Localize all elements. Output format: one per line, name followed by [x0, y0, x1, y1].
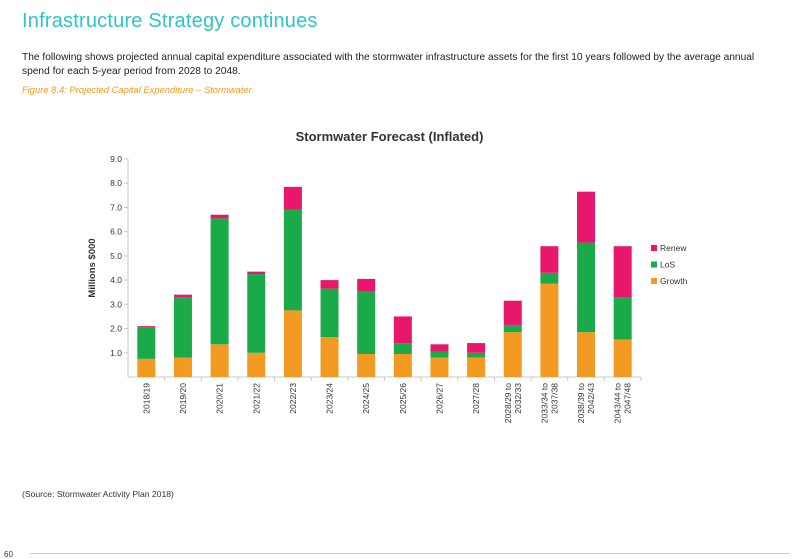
intro-paragraph: The following shows projected annual cap… [22, 52, 755, 77]
stormwater-chart: Stormwater Forecast (Inflated) 1.0 2.0 3.0 4… [87, 129, 688, 423]
bar-growth-4 [283, 310, 302, 377]
bar-renew-1 [173, 294, 192, 298]
legend-label-los: LoS [660, 260, 675, 270]
bar-los-8 [430, 351, 449, 358]
bar-renew-6 [357, 278, 376, 292]
legend-swatch-growth [651, 278, 657, 284]
x-tick-label: 2043/44 to [613, 383, 623, 423]
figure-caption: Figure 8.4: Projected Capital Expenditur… [22, 84, 252, 95]
legend-label-growth: Growth [660, 276, 688, 286]
x-tick-label: 2037/38 [549, 383, 559, 414]
bar-renew-10 [503, 300, 522, 325]
bar-los-11 [540, 272, 559, 284]
page-title: Infrastructure Strategy continues [22, 10, 318, 32]
bar-renew-12 [577, 191, 596, 243]
y-tick-label: 5.0 [110, 251, 122, 261]
bar-growth-8 [430, 357, 449, 377]
bar-los-4 [283, 209, 302, 311]
y-tick-label: 6.0 [110, 227, 122, 237]
bar-renew-4 [283, 186, 302, 210]
y-tick-label: 7.0 [110, 202, 122, 212]
bar-los-5 [320, 288, 339, 338]
bar-renew-13 [613, 246, 632, 298]
y-tick-label: 9.0 [110, 154, 122, 164]
bar-growth-6 [357, 353, 376, 377]
x-tick-label: 2028/29 to [503, 383, 513, 423]
x-tick-label: 2032/33 [513, 383, 523, 414]
bar-renew-7 [393, 316, 412, 344]
bar-los-12 [577, 242, 596, 333]
x-tick-label: 2019/20 [178, 383, 188, 414]
bar-growth-3 [247, 352, 266, 377]
source-note: (Source: Stormwater Activity Plan 2018) [22, 489, 174, 499]
page-number: 60 [4, 550, 13, 559]
x-tick-label: 2022/23 [288, 383, 298, 414]
y-tick-label: 4.0 [110, 275, 122, 285]
bar-growth-0 [137, 358, 156, 377]
y-tick-label: 8.0 [110, 178, 122, 188]
x-tick-label: 2047/48 [623, 383, 633, 414]
bar-renew-11 [540, 246, 559, 273]
footer-rule [30, 553, 790, 554]
y-tick-label: 3.0 [110, 299, 122, 309]
bar-growth-10 [503, 332, 522, 377]
x-tick-label: 2023/24 [325, 383, 335, 414]
x-tick-label: 2025/26 [398, 383, 408, 414]
bar-renew-2 [210, 214, 229, 219]
x-tick-label: 2033/34 to [539, 383, 549, 423]
bar-renew-8 [430, 344, 449, 352]
legend-swatch-renew [651, 245, 657, 251]
bar-los-6 [357, 291, 376, 354]
x-tick-label: 2027/28 [471, 383, 481, 414]
bar-renew-3 [247, 271, 266, 275]
y-axis-label: Millions $000 [87, 238, 98, 297]
bar-los-13 [613, 297, 632, 340]
x-tick-label: 2038/39 to [576, 383, 586, 423]
bar-growth-1 [173, 357, 192, 377]
legend-swatch-los [651, 261, 657, 268]
bar-growth-7 [393, 353, 412, 377]
bar-renew-0 [137, 326, 156, 328]
bar-los-9 [467, 352, 486, 358]
bar-renew-5 [320, 280, 339, 289]
bar-growth-5 [320, 337, 339, 377]
x-tick-label: 2024/25 [361, 383, 371, 414]
y-tick-label: 2.0 [110, 324, 122, 334]
legend-label-renew: Renew [660, 243, 687, 253]
bar-los-1 [173, 297, 192, 358]
x-tick-label: 2020/21 [215, 383, 225, 414]
bar-growth-12 [577, 332, 596, 377]
bar-growth-2 [210, 344, 229, 377]
x-tick-label: 2042/43 [586, 383, 596, 414]
bar-growth-9 [467, 357, 486, 377]
y-tick-label: 1.0 [110, 348, 122, 358]
bar-growth-11 [540, 283, 559, 377]
x-tick-label: 2026/27 [434, 383, 444, 414]
bar-los-3 [247, 274, 266, 353]
x-tick-label: 2021/22 [251, 383, 261, 414]
bar-los-2 [210, 218, 229, 345]
bar-los-0 [137, 327, 156, 359]
bar-renew-9 [467, 343, 486, 353]
bar-growth-13 [613, 339, 632, 377]
bar-los-7 [393, 343, 412, 354]
bar-los-10 [503, 324, 522, 333]
chart-title: Stormwater Forecast (Inflated) [296, 129, 484, 144]
x-tick-label: 2018/19 [141, 383, 151, 414]
